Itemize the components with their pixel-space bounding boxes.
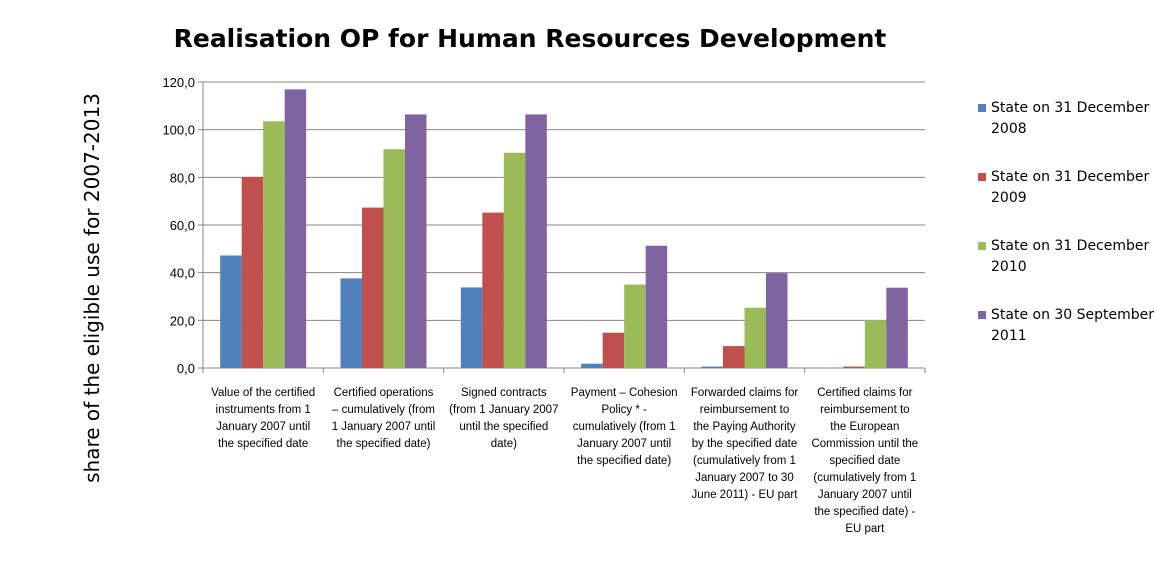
bar [886,287,908,368]
bar [525,114,547,368]
x-category-label: Certified claims for reimbursement to the … [811,387,918,535]
bar [645,245,668,368]
bar [843,366,865,368]
plot-area: 0,0 20,0 40,0 60,0 80,0 100,0 120,0 Value of th… [162,75,926,535]
bar [766,273,788,368]
bar [362,207,384,368]
legend-swatch [978,311,986,319]
legend-swatch [978,242,986,250]
y-tick-label: 80,0 [170,170,195,185]
bar [864,320,887,368]
y-tick-label: 100,0 [162,123,195,138]
bar [701,366,723,368]
bar [602,332,625,368]
y-tick-label: 20,0 [170,313,195,328]
x-category-label: Forwarded claims for reimbursement to the … [691,387,799,501]
bar [383,149,405,368]
chart-title: Realisation OP for Human Resources Devel… [174,24,887,53]
x-category-label: Payment – Cohesion Policy * -cumulatively… [571,387,678,467]
legend-entry: State on 31 December 2009 [991,169,1150,206]
y-tick-label: 60,0 [170,218,195,233]
bar [263,121,285,368]
legend-entry: State on 30 September 2011 [991,307,1154,344]
x-category-label: Value of the certified instruments from 1… [211,387,315,450]
bar [405,114,427,368]
bar [482,212,504,368]
legend-entry: State on 31 December 2010 [991,238,1150,275]
bar [624,284,646,368]
legend: State on 31 December 2008 State on 31 Dece… [978,100,1154,344]
legend-entry: State on 31 December 2008 [991,100,1150,137]
y-tick-label: 120,0 [162,75,195,90]
y-tick-label: 0,0 [177,361,195,376]
y-axis-label: share of the eligible use for 2007-2013 [80,93,104,483]
bar [340,278,362,368]
x-category-label: Certified operations – cumulatively (from… [332,387,436,450]
legend-swatch [978,173,986,181]
bar [744,307,766,368]
x-category-label: Signed contracts (from 1 January 2007 unti… [449,387,558,450]
legend-swatch [978,104,986,112]
bar [723,346,745,368]
y-tick-label: 40,0 [170,266,195,281]
bar [460,287,483,368]
bar [503,152,526,368]
bar [220,255,242,368]
bar [241,176,264,368]
bar [581,363,603,368]
bar [284,89,307,368]
